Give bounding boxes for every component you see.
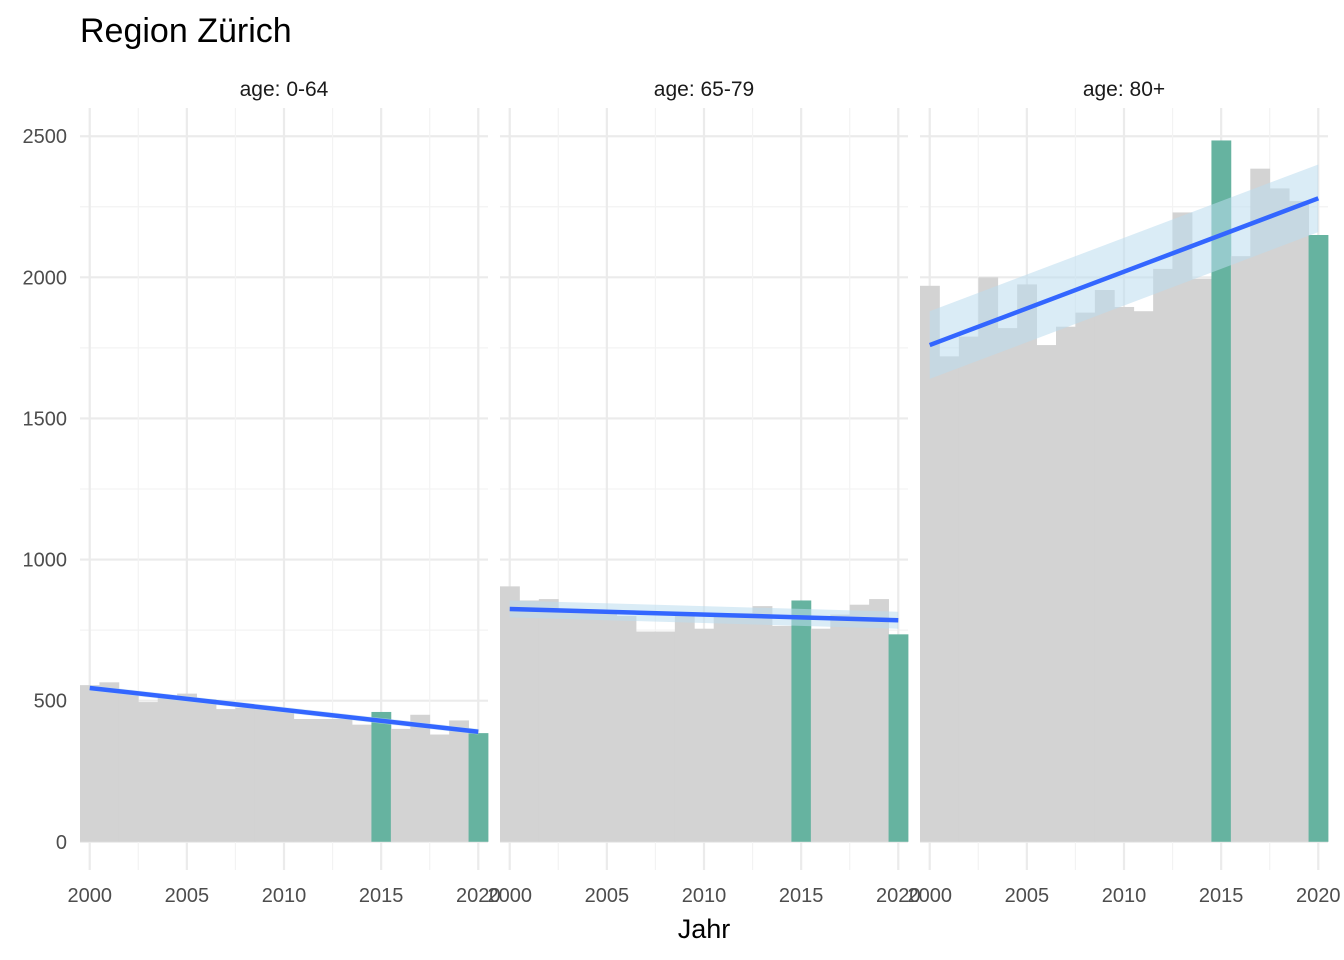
- facet-panel: age: 0-64 2000 2005 2010 2015 2020: [67, 78, 500, 907]
- bar: [352, 724, 372, 842]
- bar-highlight: [1211, 140, 1232, 842]
- bar: [920, 285, 940, 842]
- bar: [390, 728, 411, 842]
- bar: [558, 608, 579, 842]
- facet-strip-label: age: 65-79: [654, 78, 754, 101]
- bar: [196, 699, 217, 842]
- bar: [216, 709, 236, 842]
- bar-highlight: [468, 733, 489, 842]
- x-tick-label: 2020: [456, 885, 501, 907]
- x-axis-title: Jahr: [678, 914, 731, 944]
- chart-title: Region Zürich: [80, 12, 292, 50]
- bar: [274, 709, 295, 842]
- y-tick-label: 2000: [23, 267, 68, 289]
- bar: [80, 685, 100, 842]
- bar: [293, 719, 314, 842]
- bar: [1017, 284, 1037, 842]
- y-axis: 0 500 1000 1500 2000 2500: [23, 126, 68, 854]
- bar: [849, 604, 870, 842]
- bar: [733, 613, 753, 842]
- bar: [694, 628, 715, 842]
- y-tick-label: 0: [56, 832, 67, 854]
- bar: [1289, 201, 1309, 842]
- trend-line: [928, 196, 1320, 348]
- facet-panel: age: 80+ 2000 2005 2010 2015 2020: [907, 78, 1340, 907]
- bar: [1133, 311, 1154, 842]
- bar: [1230, 256, 1251, 842]
- bar-highlight: [791, 600, 812, 842]
- bar: [830, 614, 851, 842]
- y-tick-label: 2500: [23, 126, 68, 148]
- bar: [978, 277, 999, 842]
- bar: [1269, 188, 1290, 842]
- bar: [1192, 278, 1212, 842]
- bar: [313, 719, 333, 842]
- bar: [1172, 212, 1193, 842]
- bar: [519, 600, 540, 842]
- y-tick-label: 500: [34, 691, 67, 713]
- x-tick-label: 2010: [682, 885, 727, 907]
- x-tick-label: 2005: [165, 885, 210, 907]
- trend-line: [509, 606, 899, 623]
- bar: [177, 693, 197, 842]
- bar: [939, 356, 960, 842]
- bar-highlight: [371, 711, 392, 842]
- bar: [332, 719, 353, 842]
- facet-panel: age: 65-79 2000 2005 2010 2015 2020: [487, 78, 920, 907]
- bar: [1036, 345, 1057, 842]
- bar: [752, 606, 773, 842]
- bar: [597, 610, 617, 842]
- bar: [577, 611, 598, 842]
- bar: [1075, 312, 1096, 842]
- facet-panels: age: 0-64 2000 2005 2010 2015 2020 age: 65-79 2…: [67, 78, 1340, 907]
- x-tick-label: 2010: [262, 885, 307, 907]
- bar: [1153, 268, 1173, 842]
- x-tick-label: 2015: [1199, 885, 1244, 907]
- bar: [254, 706, 275, 842]
- x-tick-label: 2020: [876, 885, 921, 907]
- bar: [655, 631, 676, 842]
- y-tick-label: 1000: [23, 550, 68, 572]
- bar: [99, 682, 120, 842]
- bar: [235, 707, 256, 842]
- bar: [538, 599, 559, 842]
- bar: [772, 625, 792, 842]
- bar: [429, 734, 450, 842]
- bar: [958, 336, 979, 842]
- bar: [1056, 326, 1076, 842]
- bar: [500, 586, 520, 842]
- x-tick-label: 2010: [1102, 885, 1147, 907]
- bar: [674, 616, 695, 842]
- x-tick-label: 2020: [1296, 885, 1341, 907]
- x-tick-label: 2000: [907, 885, 952, 907]
- x-tick-label: 2005: [1005, 885, 1050, 907]
- bar: [869, 599, 889, 842]
- facet-strip-label: age: 0-64: [240, 78, 329, 101]
- bar: [1114, 306, 1135, 842]
- bar: [1250, 168, 1271, 842]
- bar-highlight: [1308, 235, 1329, 842]
- bar: [997, 328, 1018, 842]
- bar: [449, 720, 469, 842]
- bar: [118, 693, 139, 842]
- y-tick-label: 1500: [23, 408, 68, 430]
- x-tick-label: 2000: [67, 885, 112, 907]
- x-tick-label: 2015: [779, 885, 824, 907]
- bar: [616, 616, 637, 842]
- bar: [810, 628, 831, 842]
- bar: [636, 631, 656, 842]
- bar: [1094, 290, 1115, 842]
- bar: [713, 614, 734, 842]
- x-tick-label: 2005: [585, 885, 630, 907]
- facet-strip-label: age: 80+: [1083, 78, 1165, 101]
- bar: [157, 697, 178, 842]
- trend-line: [89, 685, 479, 734]
- bar: [138, 702, 159, 842]
- bar-highlight: [888, 634, 909, 842]
- x-tick-label: 2000: [487, 885, 532, 907]
- x-tick-label: 2015: [359, 885, 404, 907]
- bar: [410, 714, 431, 842]
